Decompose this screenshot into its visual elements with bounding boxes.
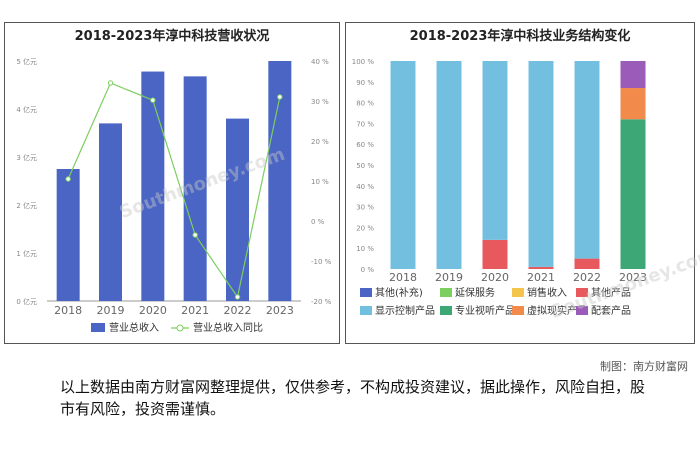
- yoy-growth-line: [67, 82, 281, 299]
- x-tick-label: 2020: [481, 271, 509, 284]
- y-axis-tick-label: 40 %: [356, 183, 374, 191]
- structure-chart: 0 % 10 % 20 % 30 % 40 % 50 % 60 % 70 % 80 % 90 % 1…: [352, 58, 647, 317]
- left-axis-tick-label: 4 亿元: [16, 105, 37, 114]
- revenue-bar: [141, 71, 165, 301]
- left-axis-tick-label: 0 亿元: [16, 297, 37, 306]
- revenue-chart-title: 2018-2023年淳中科技营收状况: [74, 29, 270, 44]
- yoy-growth-point: [234, 294, 241, 300]
- legend-label-revenue: 营业总收入: [109, 321, 159, 334]
- revenue-bar: [268, 61, 292, 301]
- x-tick-label: 2021: [527, 271, 555, 284]
- x-tick-label: 2022: [573, 271, 601, 284]
- legend-swatch: [576, 288, 588, 297]
- stacked-bar-segment: [528, 266, 554, 269]
- legend-label: 专业视听产品: [455, 304, 515, 317]
- yoy-growth-point: [192, 232, 198, 238]
- structure-chart-title: 2018-2023年淳中科技业务结构变化: [409, 29, 631, 44]
- stacked-bar-segment: [620, 119, 646, 270]
- legend-label: 配套产品: [591, 304, 631, 317]
- stacked-bar-segment: [436, 61, 462, 269]
- revenue-bar: [226, 118, 249, 301]
- x-tick-label: 2018: [54, 304, 82, 317]
- stacked-bar-segment: [528, 61, 554, 267]
- business-structure-chart-panel: 2018-2023年淳中科技业务结构变化 0 % 10 % 20 % 30 % 40 %…: [345, 22, 700, 344]
- y-axis-tick-label: 70 %: [356, 120, 374, 128]
- x-tick-label: 2018: [389, 271, 417, 284]
- legend-swatch: [440, 306, 452, 315]
- y-axis-tick-label: 0 %: [361, 266, 375, 274]
- legend-swatch: [360, 288, 372, 297]
- x-tick-label: 2019: [435, 271, 463, 284]
- legend-swatch: [360, 306, 372, 315]
- stacked-bar-segment: [574, 258, 600, 269]
- legend-label: 显示控制产品: [375, 304, 435, 317]
- legend-swatch: [512, 306, 524, 315]
- legend-swatch-point: [176, 324, 184, 332]
- right-axis-tick-label: -10 %: [311, 258, 332, 266]
- stacked-bar-segment: [482, 61, 508, 240]
- chart-credit: 制图：南方财富网: [600, 360, 688, 373]
- left-axis-tick-label: 2 亿元: [16, 201, 37, 210]
- revenue-chart-panel: 2018-2023年淳中科技营收状况 0 亿元 1 亿元 2 亿元 3 亿元 4 亿元 5…: [4, 22, 340, 344]
- y-axis-tick-label: 60 %: [356, 141, 374, 149]
- legend-swatch-revenue: [91, 323, 105, 332]
- disclaimer-text: 以上数据由南方财富网整理提供，仅供参考，不构成投资建议，据此操作，风险自担，股市…: [60, 378, 646, 418]
- y-axis-tick-label: 90 %: [356, 79, 374, 87]
- yoy-growth-point: [150, 97, 156, 103]
- legend-label: 销售收入: [527, 286, 567, 299]
- legend-label: 延保服务: [455, 286, 495, 299]
- stacked-bar-segment: [482, 239, 508, 269]
- revenue-bar: [56, 169, 80, 301]
- stacked-bar-segment: [390, 61, 416, 269]
- y-axis-tick-label: 30 %: [356, 204, 374, 212]
- legend-swatch: [576, 306, 588, 315]
- yoy-growth-point: [65, 176, 71, 182]
- right-axis-tick-label: 40 %: [311, 58, 329, 66]
- legend-label: 其他(补充): [375, 286, 423, 299]
- right-axis-tick-label: 20 %: [311, 138, 329, 146]
- right-axis-tick-label: 0 %: [311, 218, 325, 226]
- right-axis-tick-label: -20 %: [311, 298, 332, 306]
- x-tick-label: 2020: [139, 304, 167, 317]
- x-tick-label: 2021: [181, 304, 209, 317]
- right-axis-tick-label: 10 %: [311, 178, 329, 186]
- yoy-growth-point: [277, 94, 283, 100]
- y-axis-tick-label: 50 %: [356, 162, 374, 170]
- stacked-bar-segment: [620, 88, 646, 120]
- yoy-growth-point: [107, 80, 114, 86]
- x-tick-label: 2019: [97, 304, 125, 317]
- right-axis-tick-label: 30 %: [311, 98, 329, 106]
- left-axis-tick-label: 1 亿元: [16, 249, 37, 258]
- stacked-bar-segment: [620, 61, 646, 89]
- x-tick-label: 2023: [619, 271, 647, 284]
- y-axis-tick-label: 80 %: [356, 100, 374, 108]
- legend-swatch: [440, 288, 452, 297]
- y-axis-tick-label: 100 %: [352, 58, 375, 66]
- left-axis-tick-label: 3 亿元: [16, 153, 37, 162]
- y-axis-tick-label: 10 %: [356, 245, 374, 253]
- stacked-bar-segment: [574, 61, 600, 259]
- revenue-bar: [183, 76, 207, 301]
- legend-swatch: [512, 288, 524, 297]
- y-axis-tick-label: 20 %: [356, 224, 374, 232]
- revenue-bar: [99, 123, 122, 302]
- x-tick-label: 2022: [224, 304, 252, 317]
- legend-label-yoy: 营业总收入同比: [193, 321, 263, 334]
- legend-label: 其他产品: [591, 286, 631, 299]
- left-axis-tick-label: 5 亿元: [16, 57, 37, 66]
- legend-label: 虚拟现实产品: [527, 304, 587, 317]
- x-tick-label: 2023: [266, 304, 294, 317]
- revenue-chart: 0 亿元 1 亿元 2 亿元 3 亿元 4 亿元 5 亿元 -20 % -10 % 0 % 10 …: [16, 57, 332, 334]
